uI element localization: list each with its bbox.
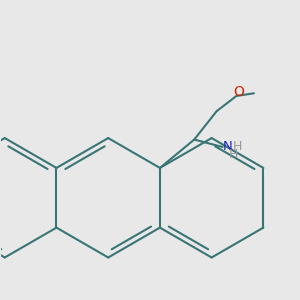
Text: N: N xyxy=(223,140,233,153)
Text: O: O xyxy=(233,85,244,99)
Text: H: H xyxy=(228,148,238,161)
Text: H: H xyxy=(233,140,242,153)
